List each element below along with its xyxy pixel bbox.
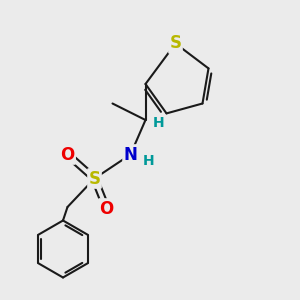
Text: O: O	[60, 146, 75, 164]
Text: O: O	[99, 200, 114, 217]
Text: S: S	[88, 169, 101, 188]
Text: S: S	[169, 34, 181, 52]
Text: N: N	[124, 146, 137, 164]
Text: H: H	[143, 154, 154, 167]
Text: H: H	[153, 116, 165, 130]
